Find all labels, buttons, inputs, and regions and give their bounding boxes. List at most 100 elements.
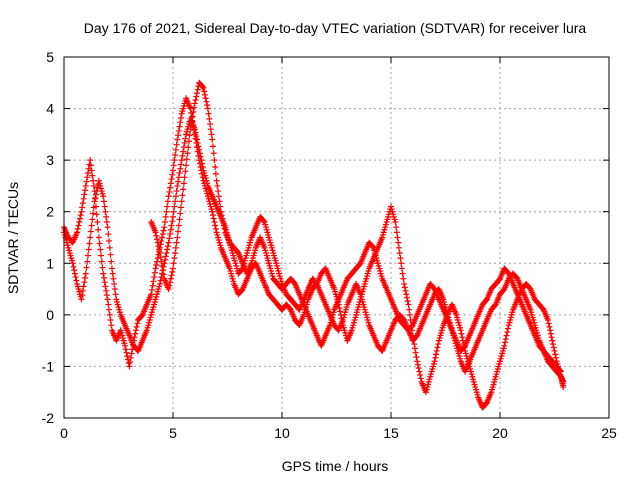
data-point xyxy=(337,308,344,315)
data-point xyxy=(177,115,184,122)
data-point xyxy=(403,291,410,298)
data-point xyxy=(185,138,192,145)
data-point xyxy=(210,215,217,222)
data-point xyxy=(558,368,565,375)
data-point xyxy=(406,311,413,318)
data-point xyxy=(179,152,186,159)
data-point xyxy=(82,270,89,277)
data-point xyxy=(398,265,405,272)
data-point xyxy=(127,359,134,366)
data-point xyxy=(551,347,558,354)
data-point xyxy=(166,235,173,242)
data-point xyxy=(92,194,99,201)
axis-ticks: 0 5 10 15 20 25 -2 -1 0 1 2 3 4 5 xyxy=(42,49,617,441)
data-point xyxy=(92,191,99,198)
data-point xyxy=(217,203,224,210)
data-point xyxy=(176,170,183,177)
data-point xyxy=(102,283,109,290)
data-point xyxy=(74,229,81,236)
data-point xyxy=(209,208,216,215)
data-point xyxy=(72,274,79,281)
data-point xyxy=(87,234,94,241)
data-point xyxy=(172,151,179,158)
data-point xyxy=(93,188,100,195)
data-point xyxy=(411,341,418,348)
data-point xyxy=(192,129,199,136)
data-point xyxy=(398,260,405,267)
data-point xyxy=(91,198,98,205)
data-point xyxy=(501,342,508,349)
data-point xyxy=(434,344,441,351)
data-point xyxy=(174,234,181,241)
data-point xyxy=(154,236,161,243)
data-point xyxy=(504,329,511,336)
data-point xyxy=(76,215,83,222)
data-point xyxy=(104,224,111,231)
data-point xyxy=(187,105,194,112)
data-point xyxy=(85,246,92,253)
data-point xyxy=(152,265,159,272)
data-point xyxy=(369,243,376,250)
data-point xyxy=(411,345,418,352)
data-point xyxy=(90,210,97,217)
data-point xyxy=(560,384,567,391)
data-point xyxy=(111,286,118,293)
data-point xyxy=(156,280,163,287)
data-point xyxy=(171,203,178,210)
data-point xyxy=(154,239,161,246)
data-point xyxy=(83,178,90,185)
data-point xyxy=(103,292,110,299)
data-point xyxy=(160,271,167,278)
data-point xyxy=(108,258,115,265)
data-point xyxy=(206,115,213,122)
data-point xyxy=(197,153,204,160)
data-point xyxy=(549,337,556,344)
data-point xyxy=(152,229,159,236)
data-point xyxy=(196,150,203,157)
x-tick-label: 0 xyxy=(60,425,68,441)
data-point xyxy=(182,168,189,175)
data-point xyxy=(401,280,408,287)
data-point xyxy=(158,237,165,244)
data-point xyxy=(169,268,176,275)
data-point xyxy=(151,274,158,281)
data-point xyxy=(128,350,135,357)
data-point xyxy=(548,334,555,341)
data-point xyxy=(88,222,95,229)
data-point xyxy=(170,162,177,169)
data-point xyxy=(169,218,176,225)
data-point xyxy=(82,274,89,281)
data-point xyxy=(104,296,111,303)
data-point xyxy=(211,157,218,164)
data-point xyxy=(403,294,410,301)
data-point xyxy=(169,171,176,178)
data-point xyxy=(127,354,134,361)
data-point xyxy=(162,253,169,260)
data-point xyxy=(188,121,195,128)
data-point xyxy=(164,198,171,205)
data-point xyxy=(177,204,184,211)
data-point xyxy=(193,136,200,143)
data-point xyxy=(74,225,81,232)
data-point xyxy=(220,222,227,229)
data-point xyxy=(547,327,554,334)
data-point xyxy=(106,311,113,318)
data-point xyxy=(395,239,402,246)
data-point xyxy=(212,222,219,229)
data-point xyxy=(557,367,564,374)
data-point xyxy=(75,222,82,229)
data-point xyxy=(413,353,420,360)
data-point xyxy=(159,231,166,238)
data-point xyxy=(150,278,157,285)
data-point xyxy=(207,121,214,128)
data-point xyxy=(167,279,174,286)
data-point xyxy=(415,365,422,372)
data-point xyxy=(190,109,197,116)
y-tick-label: 2 xyxy=(46,204,54,220)
data-point xyxy=(186,132,193,139)
data-point xyxy=(87,157,94,164)
data-point xyxy=(165,286,172,293)
data-point xyxy=(79,287,86,294)
data-point xyxy=(193,93,200,100)
x-tick-label: 20 xyxy=(492,425,508,441)
